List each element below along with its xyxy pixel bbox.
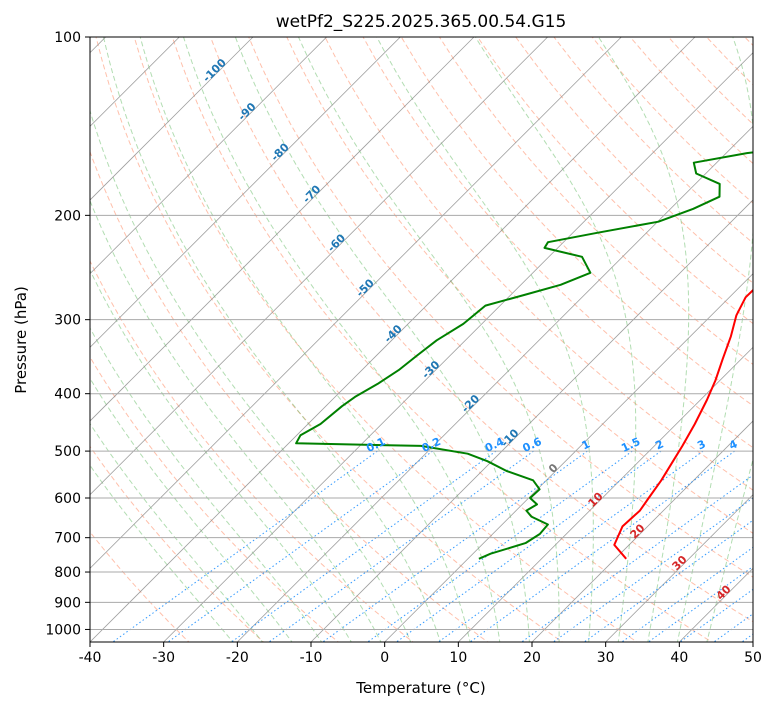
- x-tick-label: 50: [744, 650, 762, 666]
- y-tick-label: 500: [54, 444, 81, 460]
- x-tick-label: -40: [79, 650, 102, 666]
- x-axis-label: Temperature (°C): [355, 679, 485, 697]
- x-tick-label: -20: [226, 650, 249, 666]
- y-tick-label: 700: [54, 531, 81, 547]
- x-tick-label: 10: [449, 650, 467, 666]
- x-tick-label: 40: [670, 650, 688, 666]
- y-tick-label: 100: [54, 30, 81, 46]
- chart-title: wetPf2_S225.2025.365.00.54.G15: [276, 12, 567, 32]
- y-axis-label: Pressure (hPa): [12, 286, 30, 394]
- x-tick-label: -10: [300, 650, 323, 666]
- y-tick-label: 400: [54, 387, 81, 403]
- y-tick-label: 300: [54, 313, 81, 329]
- x-tick-label: 0: [380, 650, 389, 666]
- y-tick-label: 600: [54, 491, 81, 507]
- y-tick-label: 800: [54, 565, 81, 581]
- y-tick-label: 900: [54, 595, 81, 611]
- x-tick-label: 30: [597, 650, 615, 666]
- y-tick-label: 1000: [45, 622, 81, 638]
- y-tick-label: 200: [54, 208, 81, 224]
- x-tick-label: -30: [152, 650, 175, 666]
- x-tick-label: 20: [523, 650, 541, 666]
